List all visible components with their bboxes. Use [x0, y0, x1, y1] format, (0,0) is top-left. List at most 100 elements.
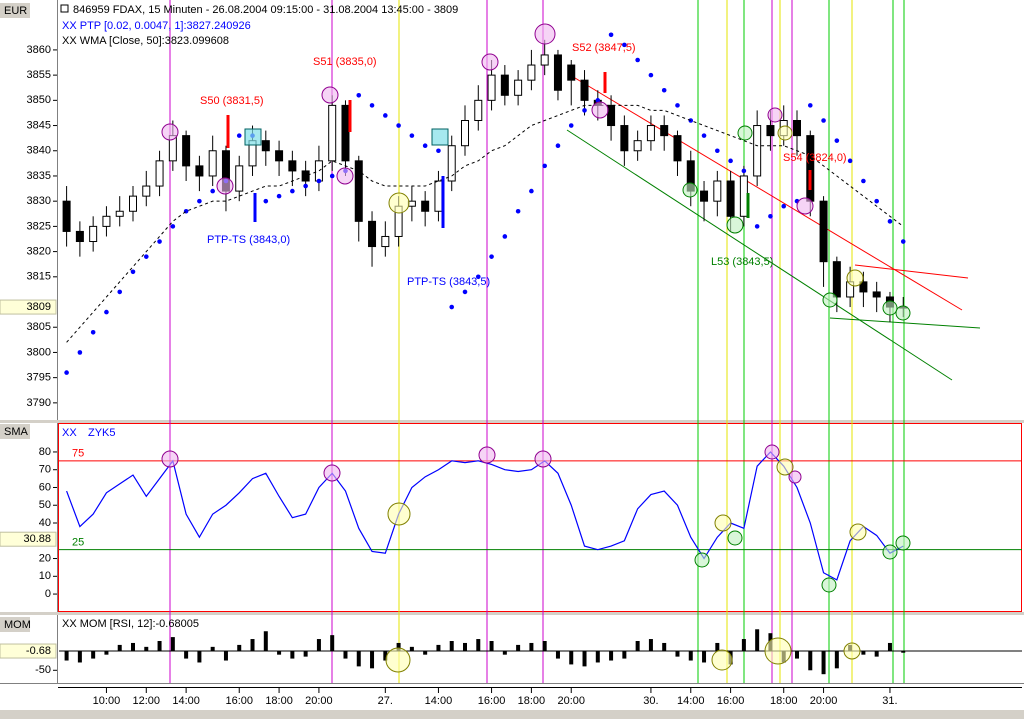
- y-tick-label: 3820: [27, 246, 51, 258]
- momentum-bar: [64, 650, 69, 661]
- sar-dot: [409, 133, 415, 138]
- sar-dot: [622, 42, 627, 48]
- sar-dot: [768, 214, 773, 219]
- momentum-bar: [874, 650, 879, 657]
- momentum-bar: [316, 639, 321, 651]
- momentum-bar: [436, 644, 441, 651]
- x-tick-label: 14:00: [172, 695, 200, 707]
- candle-body: [806, 135, 815, 202]
- momentum-bar: [662, 642, 667, 651]
- momentum-bar: [277, 650, 282, 655]
- momentum-bar: [901, 650, 906, 653]
- candle-body: [739, 175, 748, 217]
- x-tick-label: 20:00: [810, 695, 838, 707]
- momentum-bar: [542, 641, 547, 651]
- momentum-bar: [210, 646, 215, 651]
- momentum-bar: [715, 642, 720, 651]
- momentum-bar: [808, 650, 813, 671]
- label-box: [0, 3, 30, 18]
- last-value-box: [0, 299, 57, 315]
- candle-body: [819, 200, 828, 263]
- sar-dot: [741, 168, 747, 174]
- sar-dot: [462, 289, 468, 295]
- scrollbar[interactable]: [0, 710, 1024, 719]
- x-tick-label: 20:00: [305, 695, 333, 707]
- trend-line: [566, 129, 953, 381]
- y-tick-label: 3840: [27, 145, 51, 157]
- momentum-bar: [197, 650, 202, 663]
- sar-dot: [64, 370, 69, 375]
- signal-circle: [694, 552, 710, 568]
- sar-dot: [303, 183, 308, 189]
- x-tick-label: 16:00: [478, 695, 506, 707]
- candle-body: [129, 195, 137, 212]
- signal-circle: [849, 523, 867, 541]
- sar-dot: [104, 309, 109, 315]
- momentum-bar: [555, 650, 560, 659]
- green-circles: [682, 125, 911, 593]
- momentum-bar: [516, 644, 521, 651]
- sar-dot: [77, 350, 83, 355]
- y-tick-label: 3790: [27, 397, 51, 409]
- signal-circle: [385, 647, 411, 673]
- candle-body: [261, 140, 270, 152]
- sar-dot: [542, 163, 547, 169]
- legend-entry: XX WMA [Close, 50]:3823.099608: [62, 35, 229, 47]
- momentum-bar: [223, 650, 228, 661]
- sar-dot: [143, 254, 149, 259]
- momentum-bar: [489, 641, 494, 651]
- signal-circle: [895, 535, 911, 551]
- candle-body: [89, 225, 98, 243]
- y-tick-label: 40: [39, 517, 51, 529]
- candle-body: [673, 135, 682, 162]
- candle-body: [115, 210, 124, 217]
- trend-line: [569, 74, 963, 311]
- momentum-bar: [861, 650, 866, 655]
- signal-circle: [216, 177, 234, 195]
- momentum-bar: [263, 631, 268, 651]
- momentum-bar: [383, 650, 388, 661]
- signal-box: [431, 128, 449, 146]
- sar-dot: [449, 304, 455, 310]
- sar-dot: [754, 224, 760, 229]
- signal-circle: [388, 192, 410, 214]
- legend-entry: XX PTP [0.02, 0.0047, 1]:3827.240926: [62, 20, 251, 32]
- momentum-bar: [476, 639, 481, 651]
- sar-dot: [529, 188, 534, 194]
- y-tick-label: -50: [35, 664, 51, 676]
- y-tick-label: 3850: [27, 94, 51, 106]
- sar-dot: [502, 234, 508, 239]
- momentum-bar: [755, 629, 760, 651]
- momentum-bar: [170, 637, 175, 651]
- signal-circle: [323, 464, 341, 482]
- signal-circle: [776, 458, 794, 476]
- momentum-bar: [648, 639, 653, 651]
- panel-separator: [0, 420, 1024, 423]
- signal-circle: [843, 642, 861, 660]
- candle-body: [142, 185, 151, 197]
- panel-subtitle: ZYK5: [88, 427, 116, 439]
- momentum-bar: [502, 650, 507, 655]
- candle-body: [567, 64, 576, 81]
- window-icon[interactable]: [60, 4, 69, 13]
- sar-dot: [688, 118, 694, 123]
- y-tick-label: 60: [39, 481, 51, 493]
- candle-body: [155, 160, 164, 187]
- signal-circle: [534, 450, 552, 468]
- y-tick-label: 3845: [27, 119, 51, 131]
- candle-body: [275, 150, 284, 162]
- momentum-bar: [569, 650, 574, 665]
- signal-circle: [821, 577, 837, 593]
- candle-body: [859, 281, 868, 293]
- sar-dot: [900, 239, 906, 244]
- candle-body: [75, 230, 84, 243]
- signal-circle: [764, 637, 792, 665]
- candle-body: [235, 165, 244, 192]
- sar-dot: [807, 103, 813, 108]
- trend-line: [829, 317, 981, 329]
- sar-dot: [701, 133, 707, 138]
- signal-circle: [714, 514, 732, 532]
- x-tick-label: 18:00: [770, 695, 798, 707]
- candle-body: [447, 145, 456, 182]
- x-tick-label: 27.: [378, 695, 393, 707]
